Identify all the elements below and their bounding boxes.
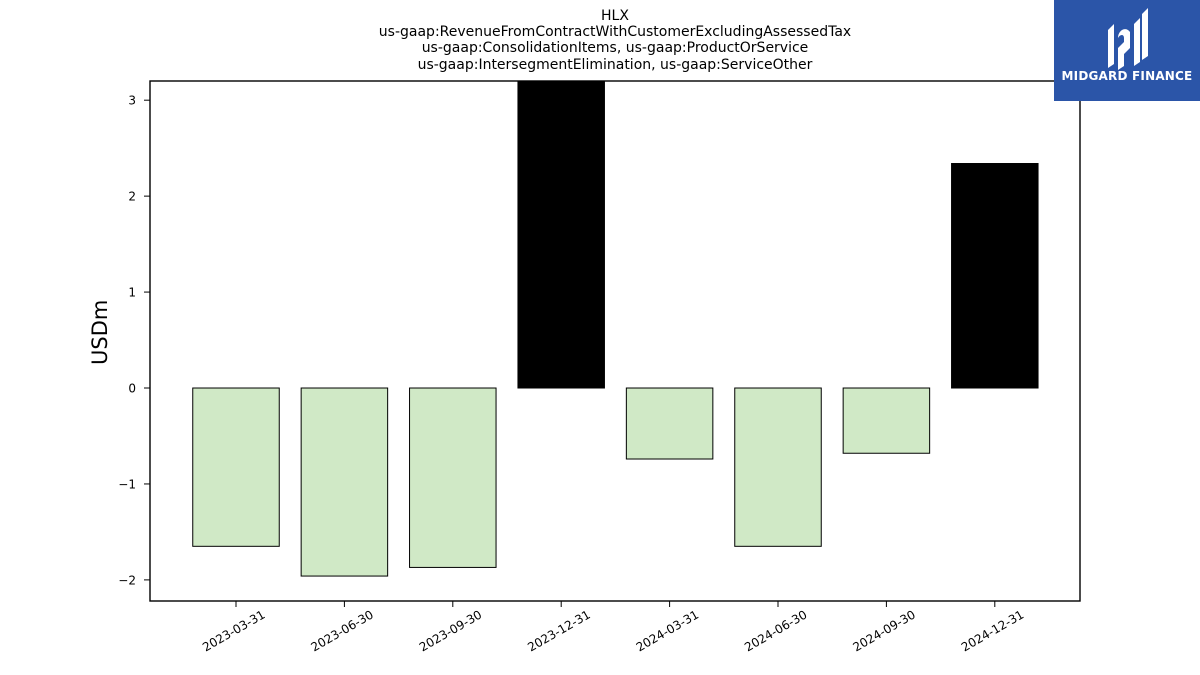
x-tick-label: 2024-03-31 [634,607,701,654]
x-tick-label: 2023-06-30 [308,607,375,654]
y-axis-label: USDm [88,299,112,365]
y-tick-label: 3 [128,94,136,108]
bar-2023-09-30 [409,387,497,568]
y-tick-label: 2 [128,190,136,204]
plot-frame [149,80,1081,602]
chart-title-line-4: us-gaap:IntersegmentElimination, us-gaap… [417,57,813,73]
x-tick-label: 2024-09-30 [850,607,917,654]
chart-title-line-2: us-gaap:RevenueFromContractWithCustomerE… [378,24,852,40]
x-tick-label: 2023-03-31 [200,607,267,654]
bar-2023-03-31 [192,387,280,547]
x-tick-label: 2023-12-31 [525,607,592,654]
brand-logo: MIDGARD FINANCE [1054,0,1200,101]
bar-2024-06-30 [734,387,822,547]
x-tick-label: 2024-12-31 [959,607,1026,654]
y-tick-label: −2 [118,573,136,587]
chart-title-line-1: HLX [601,8,629,24]
y-tick-label: 0 [128,382,136,396]
bar-2023-06-30 [300,387,389,577]
bar-2024-03-31 [625,387,714,460]
midgard-logo-icon [1108,8,1148,70]
x-tick-label: 2023-09-30 [417,607,484,654]
y-tick-label: 1 [128,286,136,300]
bar-2023-12-31 [517,81,605,389]
chart-title-line-3: us-gaap:ConsolidationItems, us-gaap:Prod… [421,40,809,56]
logo-text: MIDGARD FINANCE [1061,69,1193,83]
y-tick-label: −1 [118,477,136,491]
bar-2024-09-30 [842,387,931,454]
x-tick-label: 2024-06-30 [742,607,809,654]
bar-2024-12-31 [951,163,1039,389]
